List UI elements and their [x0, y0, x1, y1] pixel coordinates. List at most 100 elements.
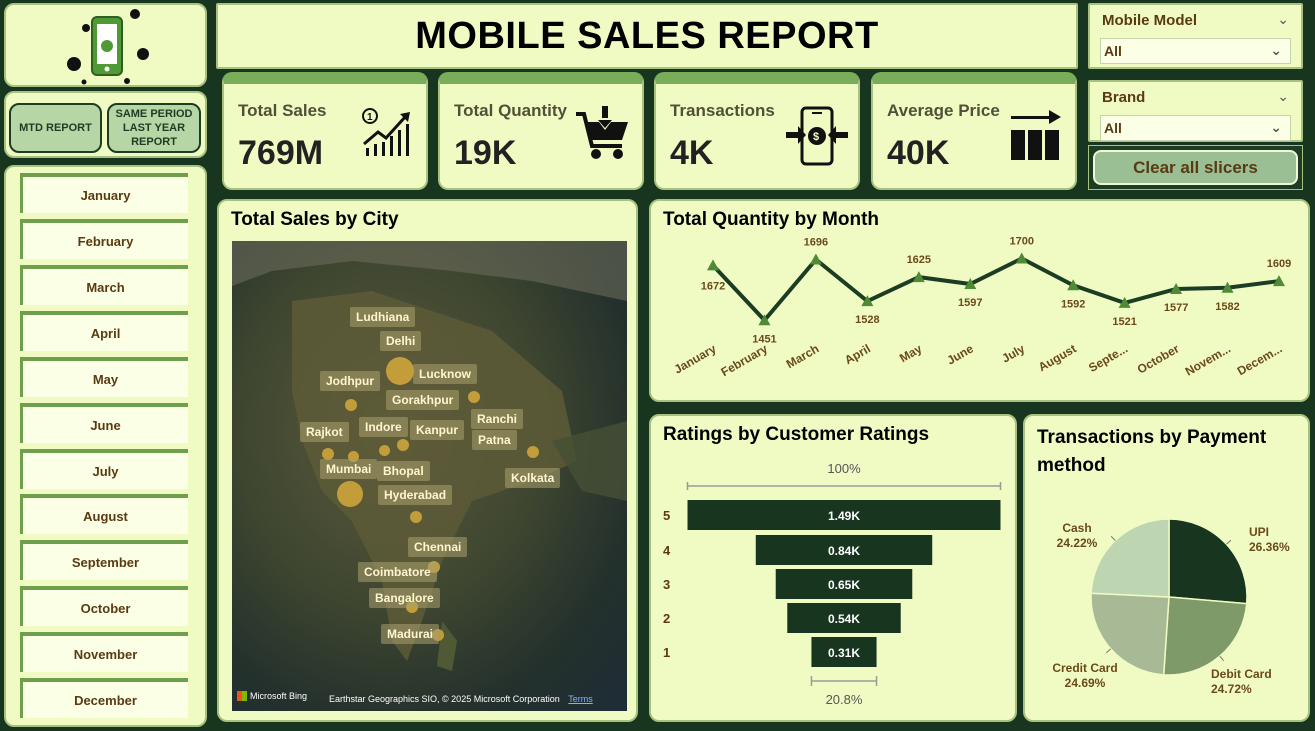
quantity-data-label: 1521 [1112, 316, 1136, 328]
month-item-july[interactable]: July [20, 449, 188, 489]
map-terms-link[interactable]: Terms [568, 694, 593, 704]
cart-icon [576, 106, 628, 159]
pie-slice-value: 26.36% [1249, 540, 1290, 554]
month-tick-label: April [842, 341, 873, 367]
city-label: Kanpur [410, 420, 464, 440]
clear-all-slicers-button[interactable]: Clear all slicers [1093, 150, 1298, 185]
bubble-bhopal[interactable] [348, 451, 359, 462]
bubble-kanpur[interactable] [397, 439, 409, 451]
city-label: Mumbai [320, 459, 378, 479]
pie-slice-debit-card[interactable] [1162, 596, 1248, 676]
quantity-data-label: 1528 [855, 314, 879, 326]
quantity-point[interactable] [1273, 275, 1285, 287]
month-item-june[interactable]: June [20, 403, 188, 443]
mobile-model-filter: Mobile Model ⌄ All ⌄ [1088, 3, 1303, 69]
quantity-data-label: 1625 [907, 254, 931, 266]
month-tick-label: July [999, 341, 1027, 365]
month-item-april[interactable]: April [20, 311, 188, 351]
payment-chart-title: Transactions by Payment method [1037, 427, 1267, 476]
funnel-bar[interactable] [755, 535, 933, 565]
kpi-total-sales: Total Sales 769M 1 [222, 72, 428, 190]
rating-category-label: 4 [663, 543, 671, 558]
funnel-bar[interactable] [787, 603, 901, 633]
mobile-model-select[interactable]: All ⌄ [1100, 38, 1291, 64]
brand-filter: Brand ⌄ All ⌄ [1088, 80, 1303, 142]
city-label: Madurai [381, 624, 440, 644]
quantity-data-label: 1700 [1009, 235, 1033, 247]
city-label: Gorakhpur [386, 390, 460, 410]
logo-panel [4, 3, 207, 87]
month-item-september[interactable]: September [20, 540, 188, 580]
chevron-down-icon[interactable]: ⌄ [1277, 88, 1289, 104]
kpi-label: Average Price [887, 101, 1000, 120]
rating-category-label: 5 [663, 508, 670, 523]
quantity-point[interactable] [1221, 281, 1234, 293]
kpi-label: Total Sales [238, 101, 327, 120]
city-label: Indore [359, 417, 408, 437]
month-item-november[interactable]: November [20, 632, 188, 672]
funnel-top-label: 100% [827, 461, 861, 476]
pie-slice-credit-card[interactable] [1090, 592, 1170, 676]
quantity-point[interactable] [707, 259, 719, 271]
city-label: Ranchi [471, 409, 524, 429]
month-item-october[interactable]: October [20, 586, 188, 626]
funnel-bar-label: 0.84K [828, 544, 860, 558]
month-item-march[interactable]: March [20, 265, 188, 305]
quantity-point[interactable] [1118, 296, 1131, 308]
bubble-hyderabad[interactable] [410, 511, 422, 523]
funnel-bar[interactable] [775, 569, 913, 599]
pie-slice-name: UPI [1249, 525, 1269, 539]
month-item-may[interactable]: May [20, 357, 188, 397]
quantity-point[interactable] [964, 278, 977, 290]
quantity-data-label: 1592 [1061, 298, 1085, 310]
kpi-value: 19K [454, 134, 517, 172]
quantity-point[interactable] [1170, 283, 1183, 295]
funnel-bar[interactable] [687, 500, 1001, 530]
payment-panel: Transactions by Payment method UPI 26.36%… [1023, 414, 1310, 722]
bubble-rajkot[interactable] [322, 448, 334, 460]
quantity-point[interactable] [809, 253, 822, 265]
brand-label: Brand [1102, 89, 1146, 106]
quantity-series-line [711, 256, 1280, 324]
bubble-kolkata[interactable] [527, 446, 539, 458]
quantity-point[interactable] [861, 295, 874, 307]
month-item-december[interactable]: December [20, 678, 188, 718]
pie-slice-value: 24.22% [1057, 536, 1098, 550]
kpi-transactions: Transactions 4K $ [654, 72, 860, 190]
bubble-jodhpur[interactable] [345, 399, 357, 411]
bubble-indore[interactable] [379, 445, 390, 456]
bing-logo: Microsoft Bing [237, 691, 307, 701]
growth-chart-icon: 1 [362, 108, 410, 156]
pie-slice-upi[interactable] [1168, 518, 1248, 605]
mtd-report-button[interactable]: MTD REPORT [9, 103, 102, 153]
ratings-funnel-chart: 100% 1.49K 5 0.84K 4 0.65K 3 0.54K 2 0.31K 1 20.8% [663, 461, 1002, 707]
pie-slice-cash[interactable] [1090, 518, 1170, 598]
city-label: Delhi [380, 331, 422, 351]
quantity-point[interactable] [758, 314, 771, 326]
quantity-point[interactable] [1067, 279, 1080, 291]
bubble-gorakhpur[interactable] [468, 391, 480, 403]
brand-select[interactable]: All ⌄ [1100, 115, 1291, 141]
quantity-point[interactable] [1015, 252, 1028, 264]
kpi-value: 40K [887, 134, 950, 172]
city-label: Hyderabad [378, 485, 453, 505]
month-item-january[interactable]: January [20, 173, 188, 213]
kpi-label: Total Quantity [454, 101, 568, 120]
funnel-bar[interactable] [811, 637, 877, 667]
india-map[interactable]: Ludhiana Delhi Lucknow Jodhpur Gorakhpur… [232, 241, 627, 711]
bubble-lucknow[interactable] [386, 357, 414, 385]
month-tick-label: Novem... [1183, 341, 1233, 378]
city-label: Kolkata [505, 468, 561, 488]
chevron-down-icon[interactable]: ⌄ [1277, 11, 1289, 27]
month-item-february[interactable]: February [20, 219, 188, 259]
month-tick-label: January [672, 341, 719, 376]
city-label: Chennai [408, 537, 468, 557]
kpi-label: Transactions [670, 101, 775, 120]
month-item-august[interactable]: August [20, 494, 188, 534]
funnel-bottom-label: 20.8% [826, 692, 863, 707]
bubble-mumbai[interactable] [337, 481, 363, 507]
quantity-point[interactable] [912, 271, 925, 283]
quantity-data-label: 1696 [804, 236, 828, 248]
same-period-last-year-button[interactable]: SAME PERIOD LAST YEAR REPORT [107, 103, 201, 153]
ratings-chart-title: Ratings by Customer Ratings [663, 424, 930, 445]
